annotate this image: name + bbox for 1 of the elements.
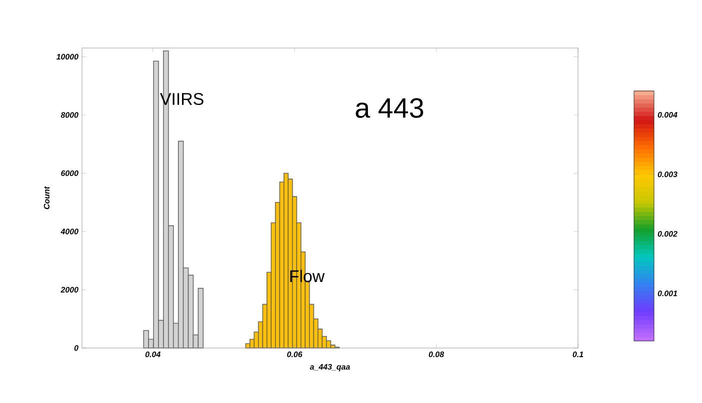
- text: a 443: [356, 98, 424, 118]
